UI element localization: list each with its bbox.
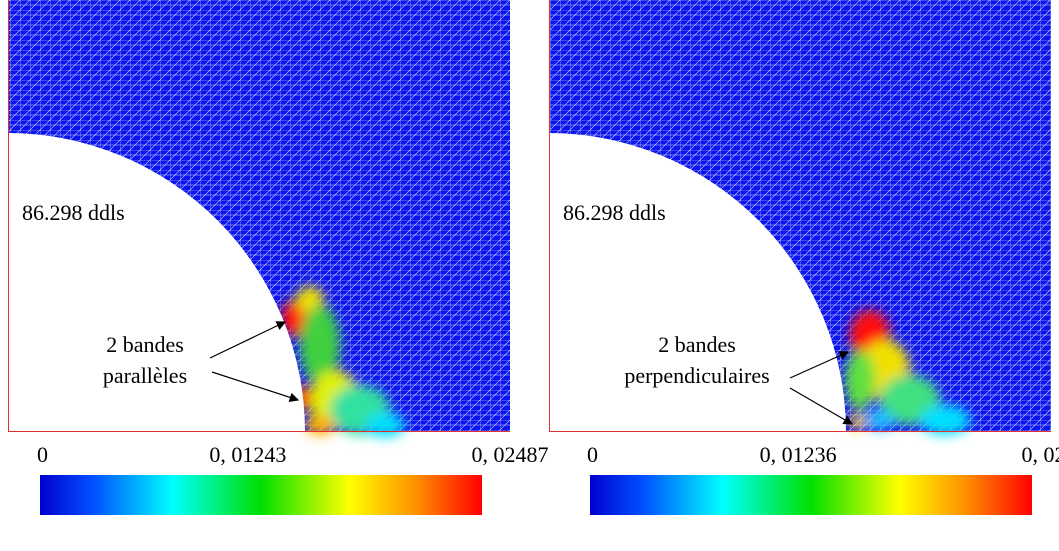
annotation: 2 bandes: [658, 332, 736, 357]
colorbar-tick-label: 0, 01236: [760, 442, 837, 467]
colorbar: [40, 475, 482, 515]
dof-label: 86.298 ddls: [22, 200, 125, 225]
stress-blob: [850, 414, 866, 430]
stress-blob: [865, 410, 895, 430]
annotation: perpendiculaires: [624, 363, 769, 388]
stress-blob: [920, 405, 970, 435]
annotation: 2 bandes: [106, 332, 184, 357]
stress-blob: [845, 350, 875, 410]
colorbar-tick-label: 0: [37, 442, 48, 467]
annotation: parallèles: [103, 363, 187, 388]
colorbar-tick-label: 0, 01243: [209, 442, 286, 467]
colorbar: [590, 475, 1032, 515]
colorbar-tick-label: 0, 02471: [1022, 442, 1059, 467]
dof-label: 86.298 ddls: [563, 200, 666, 225]
colorbar-tick-label: 0: [587, 442, 598, 467]
colorbar-tick-label: 0, 02487: [472, 442, 549, 467]
stress-blob: [365, 413, 405, 437]
